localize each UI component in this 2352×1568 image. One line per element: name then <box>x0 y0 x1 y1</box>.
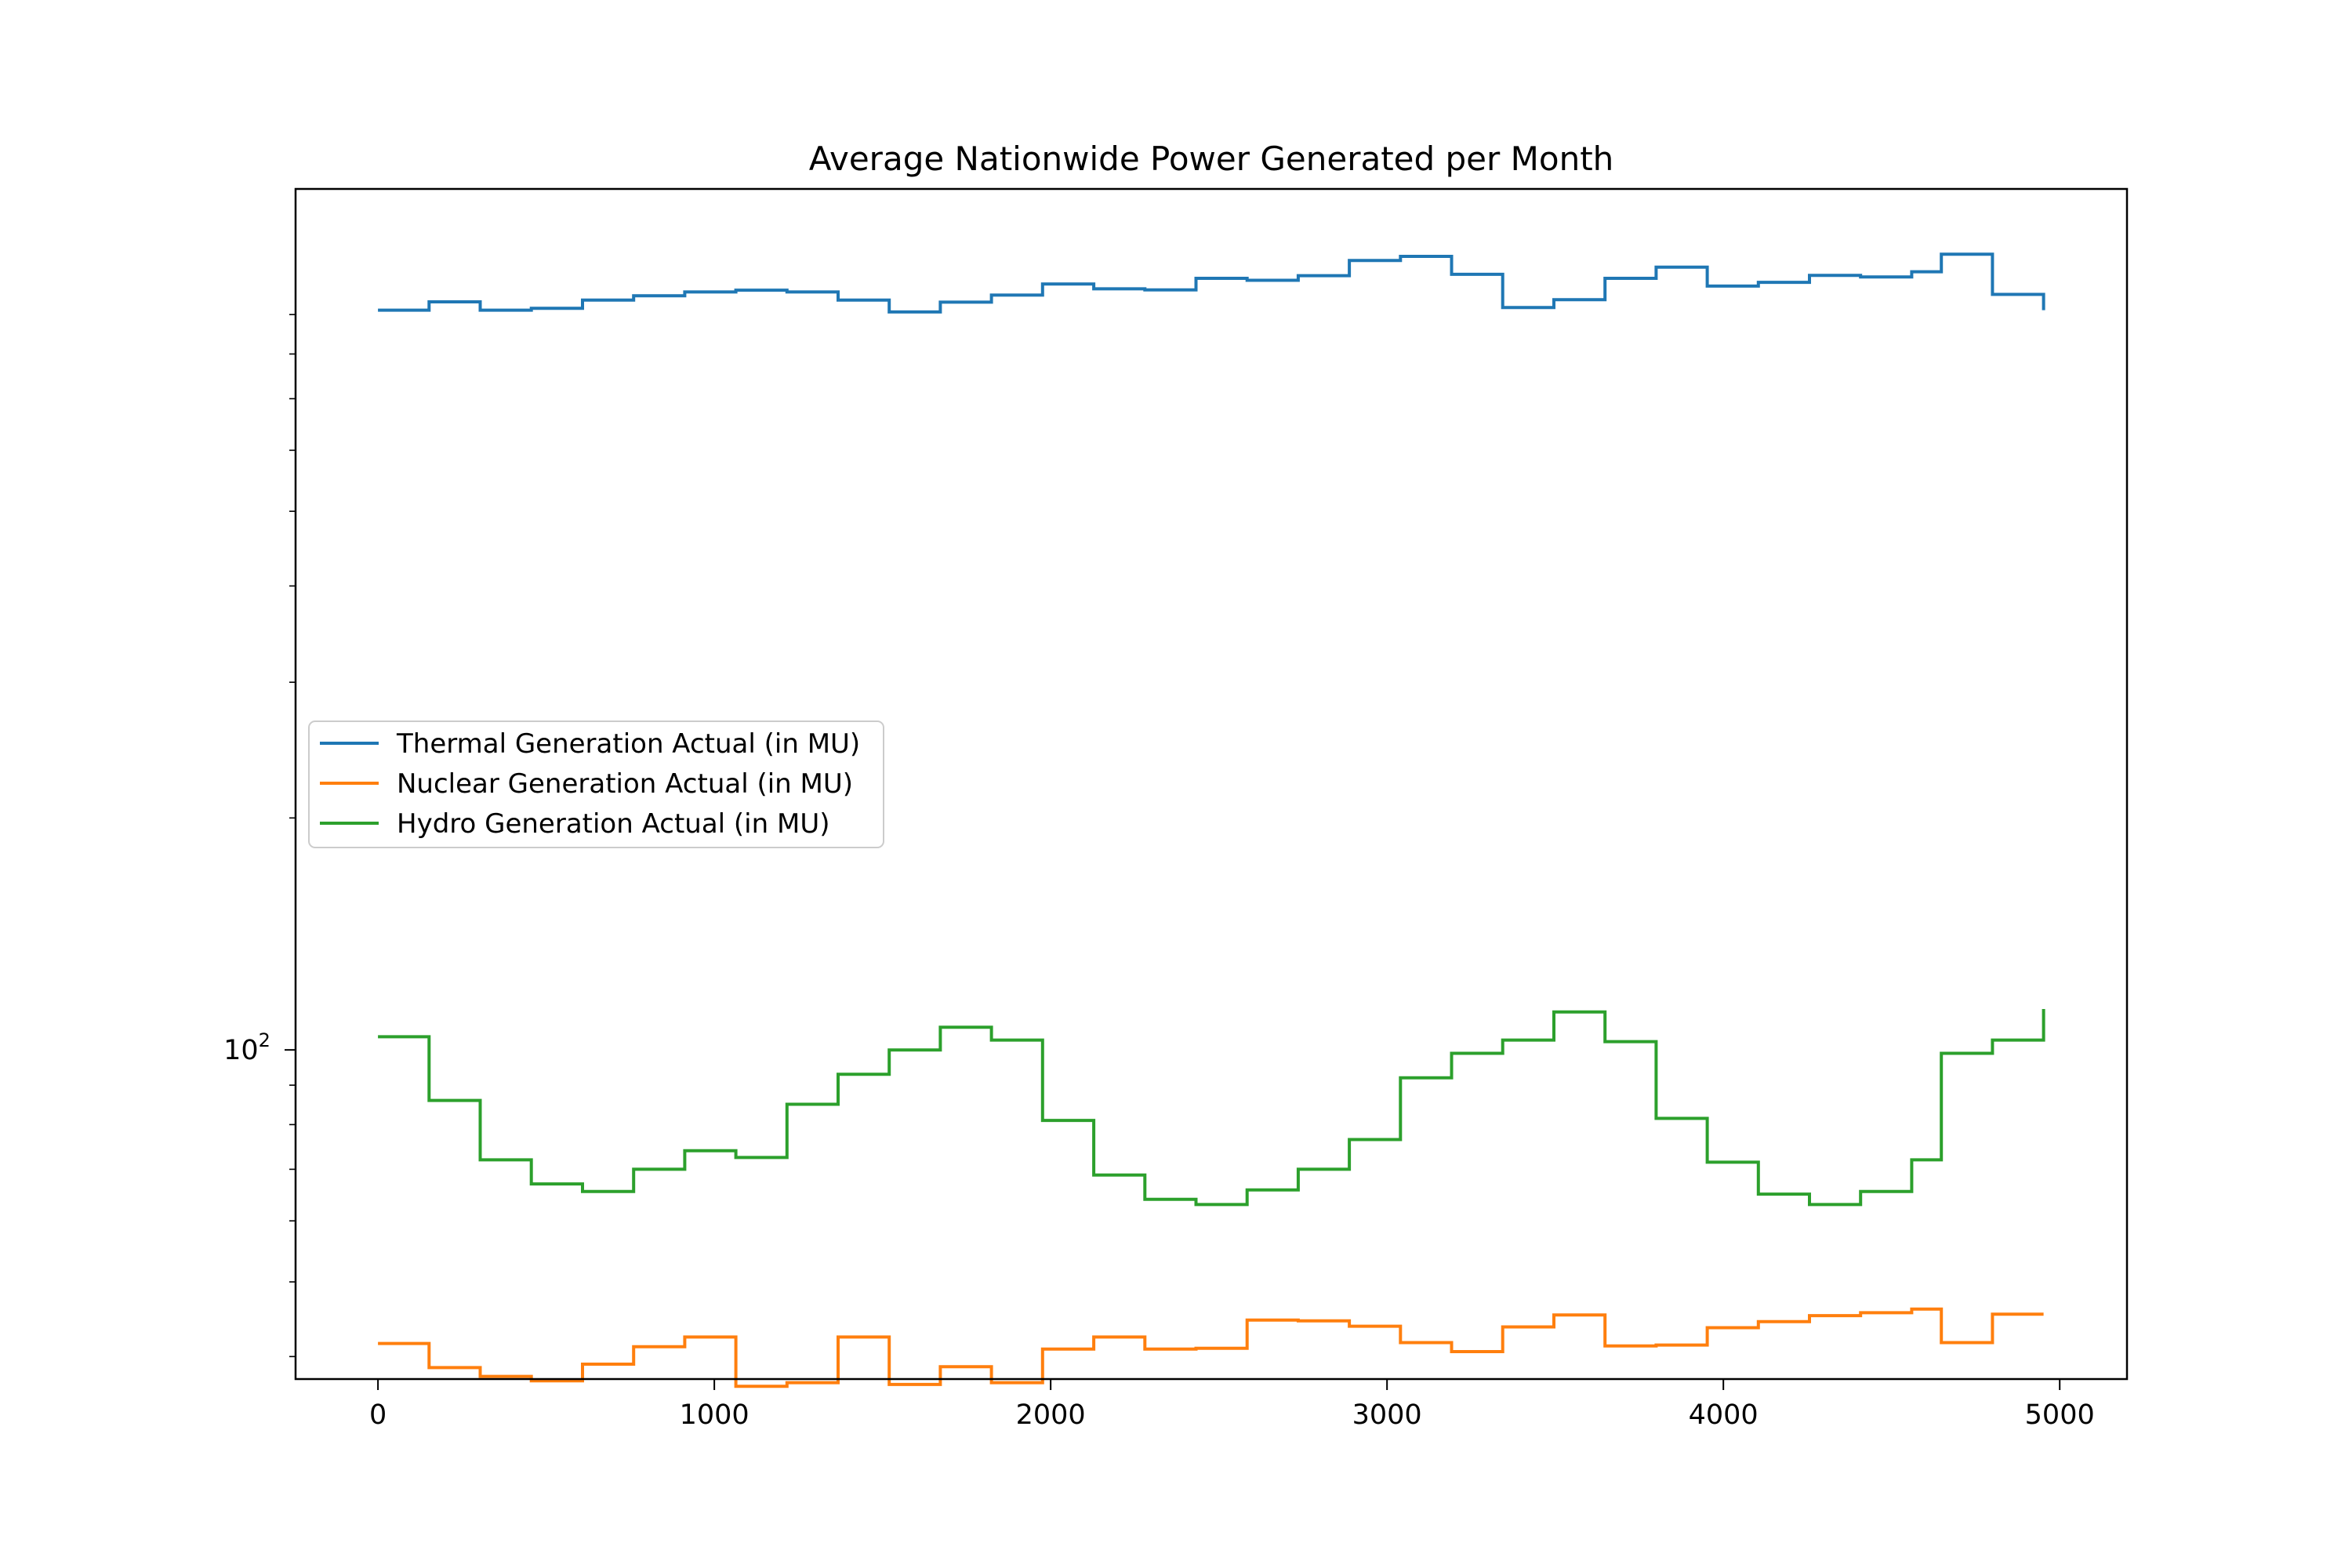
series-line-hydro <box>378 1009 2045 1207</box>
y-axis-minor-ticks <box>289 314 296 1358</box>
x-tick-label: 1000 <box>680 1399 750 1431</box>
x-axis: 0 1000 2000 3000 4000 5000 <box>369 1379 2095 1431</box>
plot-area <box>294 187 2129 1381</box>
series-line-nuclear <box>378 1307 2044 1388</box>
x-tick-label: 3000 <box>1352 1399 1422 1431</box>
legend: Thermal Generation Actual (in MU) Nuclear… <box>308 720 884 848</box>
series-layer <box>378 252 2045 1388</box>
y-tick-label: 102 <box>223 1029 270 1066</box>
y-axis: 102 <box>223 1029 296 1066</box>
legend-label: Thermal Generation Actual (in MU) <box>396 728 860 760</box>
chart-title: Average Nationwide Power Generated per M… <box>809 140 1614 178</box>
legend-label: Nuclear Generation Actual (in MU) <box>397 768 853 800</box>
x-tick-label: 5000 <box>2025 1399 2095 1431</box>
x-tick-label: 4000 <box>1689 1399 1759 1431</box>
series-line-thermal <box>378 252 2045 314</box>
legend-frame <box>308 720 884 848</box>
legend-label: Hydro Generation Actual (in MU) <box>397 808 829 840</box>
x-tick-label: 0 <box>369 1399 387 1431</box>
x-tick-label: 2000 <box>1016 1399 1086 1431</box>
